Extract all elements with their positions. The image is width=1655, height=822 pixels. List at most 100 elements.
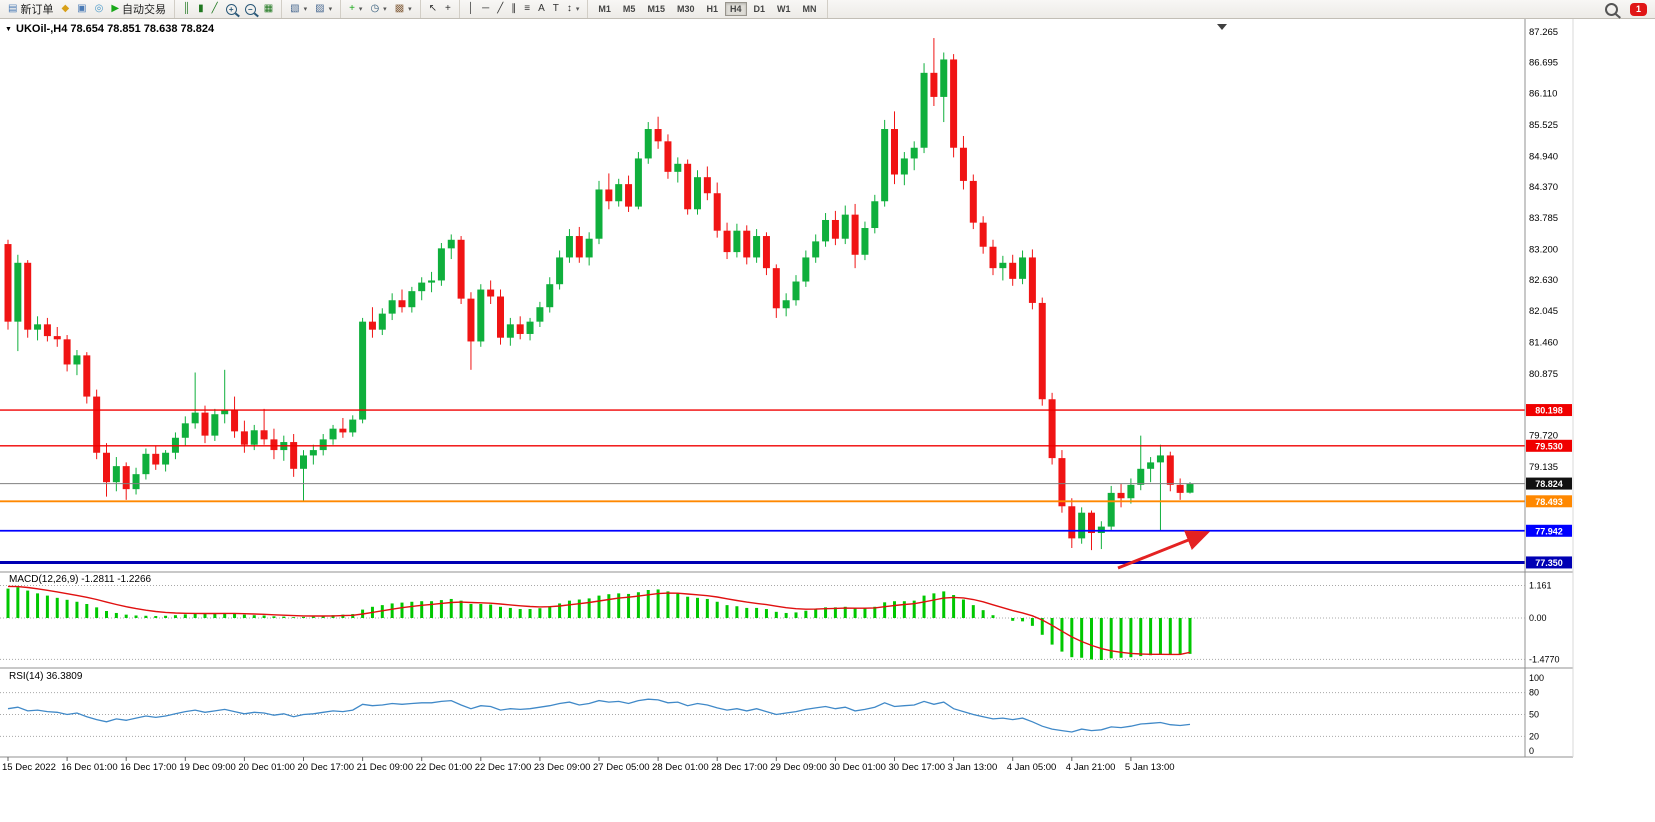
templates-icon[interactable]: ▩ ▾ [391, 2, 416, 16]
navigator-icon[interactable]: ▣ [73, 2, 90, 16]
label-icon[interactable]: T [549, 2, 563, 16]
zoom-out-icon[interactable]: − [241, 2, 260, 17]
candle-body [792, 281, 800, 301]
trend-arrow[interactable] [1117, 530, 1211, 570]
price-level-lines[interactable] [0, 409, 1525, 564]
chart-title: UKOil-,H4 78.654 78.851 78.638 78.824 [16, 23, 215, 35]
candle-body [969, 180, 977, 223]
tile-windows-icon[interactable]: ▦ [260, 2, 277, 16]
timeframe-button-w1[interactable]: W1 [777, 4, 791, 14]
line-chart-icon[interactable]: ╱ [208, 2, 222, 16]
macd-scale-label: 1.161 [1529, 580, 1552, 590]
price-axis-label: 83.200 [1529, 244, 1558, 255]
candle-body [743, 230, 751, 258]
price-axis-label: 86.110 [1529, 89, 1557, 100]
candle-body [497, 296, 504, 338]
timeframe-button-m1[interactable]: M1 [598, 4, 611, 14]
indicators-icon[interactable]: + ▾ [345, 2, 366, 16]
indicators-icon-dropdown[interactable]: ▾ [358, 6, 363, 13]
profiles-icon[interactable]: ▨ ▾ [311, 2, 336, 16]
horizontal-line-icon[interactable]: ─ [478, 2, 493, 16]
autotrading-button[interactable]: ▶ 自动交易 [107, 0, 170, 19]
timeframe-button-m30[interactable]: M30 [676, 4, 695, 14]
line-chart-icon-glyph: ╱ [211, 3, 218, 14]
rsi-scale-label: 80 [1529, 688, 1539, 698]
text-icon[interactable]: A [534, 2, 549, 16]
support-level-badge-2[interactable] [1526, 524, 1572, 537]
profiles-icon-dropdown[interactable]: ▾ [328, 6, 333, 13]
price-axis-label: 80.875 [1529, 369, 1558, 380]
periods-icon[interactable]: ◷ ▾ [366, 2, 390, 16]
time-axis-label: 19 Dec 09:00 [179, 762, 236, 773]
candle-body [615, 184, 623, 202]
notification-badge[interactable]: 1 [1630, 2, 1647, 16]
timeframe-button-h4[interactable]: H4 [724, 2, 747, 16]
price-scale[interactable]: 87.265 86.695 86.110 85.525 84.940 84.370 83.7… [1526, 27, 1572, 569]
support-level-badge-1[interactable] [1526, 495, 1572, 508]
candle-body [14, 262, 22, 322]
fibonacci-icon[interactable]: ≡ [520, 2, 534, 16]
toolbar-group: ▤ 新订单 ◆ ▣ ◎ ▶ 自动交易 [0, 0, 176, 19]
arrows-icon[interactable]: ↕ ▾ [563, 2, 584, 16]
time-axis-label: 29 Dec 09:00 [770, 762, 827, 773]
terminal-icon-glyph: ◎ [94, 3, 104, 14]
terminal-icon[interactable]: ◎ [91, 2, 108, 16]
cursor-icon-glyph: ↖ [428, 3, 438, 14]
candle-body [24, 262, 32, 330]
zoom-out-icon-glyph: − [244, 3, 256, 15]
candle-body [122, 466, 130, 490]
candle-body [1058, 458, 1066, 507]
panel-borders [0, 19, 1574, 758]
crosshair-icon[interactable]: + [441, 2, 455, 16]
zoom-in-icon-glyph: + [225, 3, 237, 15]
label-icon-glyph: T [552, 3, 559, 14]
bar-chart-icon[interactable]: ║ [179, 2, 194, 16]
timeframe-button-mn[interactable]: MN [802, 4, 817, 14]
candle-body [1186, 483, 1194, 493]
new-chart-icon-dropdown[interactable]: ▾ [303, 6, 308, 13]
trendline-icon[interactable]: ╱ [493, 2, 507, 16]
new-order-button[interactable]: ▤ 新订单 [4, 0, 57, 19]
candle-body [1176, 484, 1184, 493]
support-level-badge-3-text: 77.350 [1535, 558, 1563, 568]
support-level-badge-3[interactable] [1526, 556, 1572, 569]
market-watch-icon[interactable]: ◆ [57, 2, 73, 16]
time-axis-label: 3 Jan 13:00 [948, 762, 998, 773]
chart-shift-marker[interactable] [1217, 24, 1227, 30]
candle-body [575, 236, 583, 258]
candle-body [920, 72, 928, 148]
candle-body [240, 431, 248, 445]
resistance-level-badge-2[interactable] [1526, 439, 1572, 452]
timeframe-button-m15[interactable]: M15 [647, 4, 665, 14]
current-price-badge[interactable] [1526, 477, 1572, 490]
timeframe-button-h1[interactable]: H1 [706, 4, 718, 14]
candle-body [1019, 257, 1027, 279]
new-chart-icon[interactable]: ▧ ▾ [286, 2, 311, 16]
candlestick-chart-icon-glyph: ▮ [198, 3, 204, 14]
search-icon[interactable] [1605, 2, 1618, 16]
candle-body [999, 262, 1007, 269]
time-axis-label: 20 Dec 17:00 [298, 762, 355, 773]
resistance-level-badge-1[interactable] [1526, 404, 1572, 417]
chart-menu-icon[interactable]: ▼ [5, 26, 12, 33]
periods-icon-dropdown[interactable]: ▾ [383, 6, 387, 13]
candle-body [329, 428, 337, 440]
resistance-level-badge-1-text: 80.198 [1535, 406, 1563, 416]
time-scale[interactable]: 15 Dec 2022 16 Dec 01:00 16 Dec 17:00 19 De… [2, 757, 1175, 773]
timeframe-button-d1[interactable]: D1 [753, 4, 766, 14]
timeframe-button-m5[interactable]: M5 [622, 4, 636, 14]
candle-body [910, 147, 918, 159]
zoom-in-icon[interactable]: + [222, 2, 241, 17]
price-axis-label: 79.720 [1529, 431, 1558, 442]
templates-icon-dropdown[interactable]: ▾ [408, 6, 412, 13]
candle-body [339, 428, 347, 433]
macd-panel: 1.161 0.00 -1.4770 [0, 580, 1560, 664]
candle-body [250, 430, 258, 445]
vertical-line-icon[interactable]: │ [464, 2, 478, 16]
candle-body [103, 452, 110, 483]
equidistant-channel-icon[interactable]: ∥ [507, 2, 520, 16]
candlestick-chart-icon[interactable]: ▮ [194, 2, 208, 16]
arrows-icon-dropdown[interactable]: ▾ [575, 6, 580, 13]
cursor-icon[interactable]: ↖ [425, 2, 441, 16]
candle-body [1107, 492, 1115, 527]
